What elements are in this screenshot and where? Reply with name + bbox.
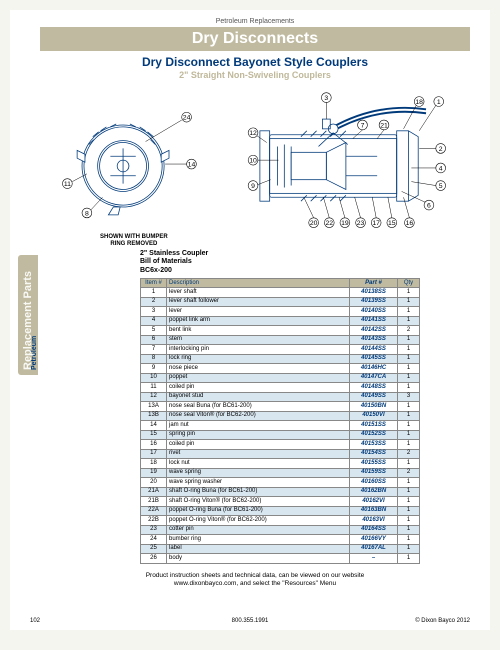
table-row: 16coiled pin40153SS1 <box>141 440 420 450</box>
table-row: 19wave spring40159SS2 <box>141 468 420 478</box>
svg-text:6: 6 <box>427 203 431 210</box>
svg-text:4: 4 <box>439 165 443 172</box>
table-row: 24bumber ring40166VY1 <box>141 535 420 545</box>
table-row: 17rivet40154SS2 <box>141 449 420 459</box>
svg-text:14: 14 <box>188 161 196 168</box>
bom-heading: 2" Stainless Coupler Bill of Materials B… <box>140 250 470 275</box>
table-row: 20wave spring washer40160SS1 <box>141 478 420 488</box>
svg-text:5: 5 <box>439 183 443 190</box>
col-desc: Description <box>167 279 350 288</box>
svg-text:24: 24 <box>183 115 191 122</box>
diagram-caption: SHOWN WITH BUMPER RING REMOVED <box>100 234 168 247</box>
side-tab-large: Replacement Parts <box>22 271 34 370</box>
table-row: 14jam nut40151SS1 <box>141 421 420 431</box>
page-title: Dry Disconnect Bayonet Style Couplers <box>40 55 470 69</box>
svg-text:11: 11 <box>64 181 71 188</box>
category-label: Petroleum Replacements <box>40 18 470 25</box>
svg-text:22: 22 <box>325 220 333 227</box>
table-row: 22Bpoppet O-ring Viton® (for BC62-200)40… <box>141 516 420 526</box>
table-row: 13Bnose seal Viton® (for BC62-200)40150V… <box>141 411 420 421</box>
table-row: 13Anose seal Buna (for BC61-200)40150BN1 <box>141 402 420 412</box>
footer-phone: 800.355.1991 <box>232 618 269 624</box>
col-qty: Qty <box>398 279 420 288</box>
svg-text:21: 21 <box>380 122 388 129</box>
footer-note: Product instruction sheets and technical… <box>40 572 470 589</box>
svg-text:16: 16 <box>406 220 414 227</box>
table-row: 2lever shaft follower40139SS1 <box>141 297 420 307</box>
footer-copyright: © Dixon Bayco 2012 <box>415 618 470 624</box>
section-banner: Dry Disconnects <box>40 27 470 51</box>
svg-text:9: 9 <box>251 183 255 190</box>
side-tab: Petroleum Replacement Parts <box>18 255 38 375</box>
exploded-diagram: 24 14 11 8 <box>40 86 470 246</box>
table-row: 26body–1 <box>141 554 420 564</box>
svg-text:17: 17 <box>372 220 380 227</box>
svg-text:8: 8 <box>85 210 89 217</box>
svg-text:20: 20 <box>310 220 318 227</box>
table-row: 1lever shaft40138SS1 <box>141 288 420 298</box>
table-row: 18lock nut40155SS1 <box>141 459 420 469</box>
table-row: 25label40167AL1 <box>141 544 420 554</box>
svg-text:15: 15 <box>388 220 396 227</box>
svg-text:10: 10 <box>249 158 257 165</box>
col-item: Item # <box>141 279 167 288</box>
bom-table: Item # Description Part # Qty 1lever sha… <box>140 278 420 564</box>
table-row: 11coiled pin40148SS1 <box>141 383 420 393</box>
table-row: 22Apoppet O-ring Buna (for BC61-200)4016… <box>141 506 420 516</box>
table-row: 7interlocking pin40144SS1 <box>141 345 420 355</box>
page-number: 102 <box>30 618 40 624</box>
table-row: 8lock ring40145SS1 <box>141 354 420 364</box>
table-row: 23cotter pin40164SS1 <box>141 525 420 535</box>
table-row: 9nose piece40146HC1 <box>141 364 420 374</box>
page-subtitle: 2" Straight Non-Swiveling Couplers <box>40 70 470 80</box>
table-row: 4poppet link arm40141SS1 <box>141 316 420 326</box>
svg-text:3: 3 <box>324 95 328 102</box>
table-row: 6stem40143SS1 <box>141 335 420 345</box>
table-row: 21Bshaft O-ring Viton® (for BC62-200)401… <box>141 497 420 507</box>
table-row: 3lever40140SS1 <box>141 307 420 317</box>
table-row: 10poppet40147CA1 <box>141 373 420 383</box>
table-row: 5bent link40142SS2 <box>141 326 420 336</box>
svg-text:18: 18 <box>415 99 423 106</box>
footer-bar: 102 800.355.1991 © Dixon Bayco 2012 <box>30 618 470 624</box>
table-row: 12bayonet stud40149SS3 <box>141 392 420 402</box>
svg-text:1: 1 <box>437 99 441 106</box>
table-row: 21Ashaft O-ring Buna (for BC61-200)40162… <box>141 487 420 497</box>
svg-text:12: 12 <box>249 130 257 137</box>
svg-text:23: 23 <box>357 220 365 227</box>
svg-text:2: 2 <box>439 146 443 153</box>
svg-text:7: 7 <box>361 122 365 129</box>
table-row: 15spring pin40152SS1 <box>141 430 420 440</box>
col-part: Part # <box>350 279 398 288</box>
svg-text:19: 19 <box>341 220 349 227</box>
